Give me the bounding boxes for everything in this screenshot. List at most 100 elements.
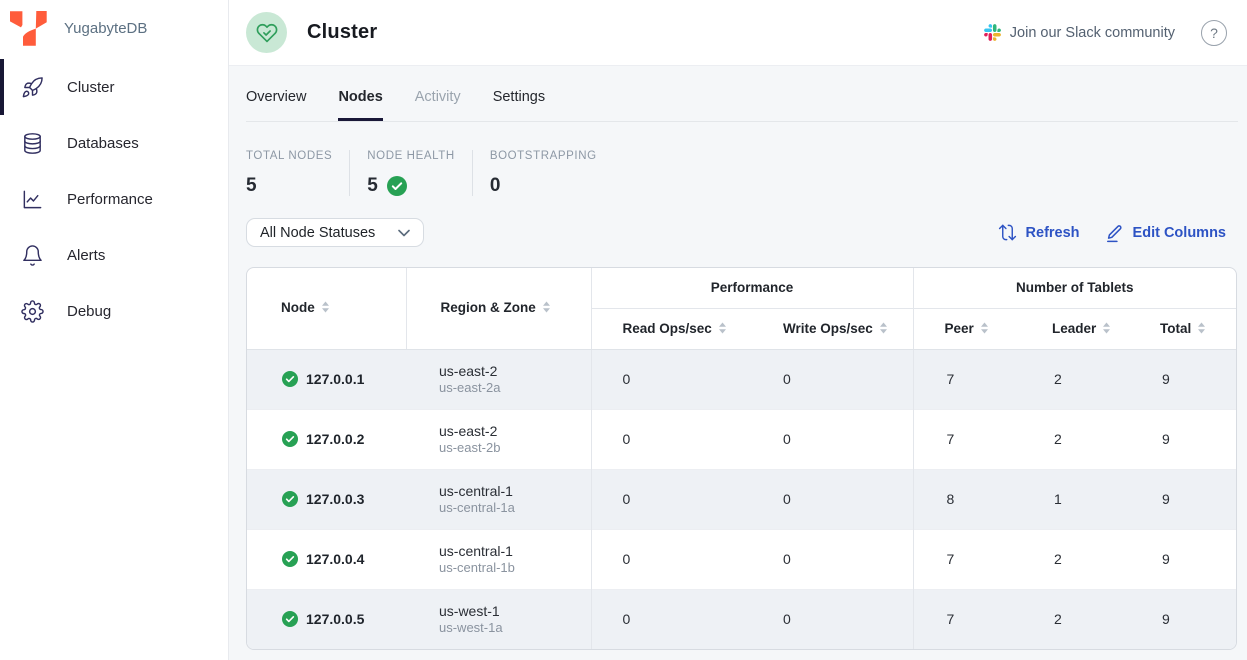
sidebar-item-debug[interactable]: Debug — [0, 283, 228, 339]
node-address: 127.0.0.5 — [306, 611, 365, 628]
content: Overview Nodes Activity Settings TOTAL N… — [229, 66, 1247, 650]
yugabytedb-logo-icon — [10, 10, 47, 46]
stat-label: NODE HEALTH — [367, 150, 455, 162]
region-label: us-central-1 — [439, 543, 513, 559]
refresh-button[interactable]: Refresh — [998, 223, 1080, 242]
node-cell: 127.0.0.4 — [247, 528, 406, 589]
help-button[interactable]: ? — [1201, 19, 1227, 46]
node-cell: 127.0.0.2 — [247, 408, 406, 469]
region-zone-cell: us-west-1 us-west-1a — [406, 588, 591, 649]
read-ops-cell: 0 — [590, 588, 752, 649]
column-header-leader[interactable]: Leader — [1021, 308, 1130, 350]
column-header-write-ops[interactable]: Write Ops/sec — [752, 308, 914, 350]
zone-label: us-east-2b — [439, 440, 501, 455]
node-address: 127.0.0.1 — [306, 371, 365, 387]
sort-icon — [718, 322, 727, 337]
region-zone-cell: us-east-2 us-east-2b — [406, 408, 591, 469]
sidebar-item-cluster[interactable]: Cluster — [0, 59, 228, 115]
edit-columns-button[interactable]: Edit Columns — [1104, 223, 1226, 243]
peer-cell: 7 — [912, 348, 1022, 409]
leader-cell: 2 — [1021, 528, 1130, 589]
peer-cell: 7 — [912, 528, 1022, 589]
node-cell: 127.0.0.3 — [247, 468, 406, 529]
heart-check-icon — [256, 23, 277, 42]
nodes-table: Node Region & Zone Performance Number of… — [246, 267, 1237, 650]
stat-bootstrapping: BOOTSTRAPPING 0 — [473, 150, 614, 196]
tab-activity[interactable]: Activity — [415, 66, 461, 121]
column-header-region-zone[interactable]: Region & Zone — [405, 268, 591, 350]
column-header-label: Total — [1160, 320, 1192, 336]
sidebar-item-label: Alerts — [67, 246, 106, 264]
edit-columns-button-label: Edit Columns — [1132, 224, 1226, 241]
slack-icon — [983, 24, 1001, 41]
slack-community-link[interactable]: Join our Slack community — [983, 24, 1175, 41]
node-status-select[interactable]: All Node Statuses — [246, 218, 424, 247]
tab-overview[interactable]: Overview — [246, 66, 306, 121]
sort-icon — [879, 322, 888, 337]
cluster-health-badge — [246, 12, 287, 53]
peer-cell: 7 — [912, 588, 1022, 649]
filter-row: All Node Statuses Refresh — [246, 218, 1238, 247]
main: Cluster Join our Slack community ? — [229, 0, 1247, 660]
stat-value: 5 — [367, 174, 378, 196]
slack-link-label: Join our Slack community — [1009, 24, 1175, 41]
column-header-node[interactable]: Node — [247, 268, 406, 350]
column-header-label: Read Ops/sec — [622, 320, 712, 336]
column-header-total[interactable]: Total — [1129, 308, 1236, 350]
column-header-peer[interactable]: Peer — [912, 308, 1022, 350]
leader-cell: 2 — [1021, 408, 1130, 469]
column-header-label: Write Ops/sec — [783, 320, 873, 336]
write-ops-cell: 0 — [752, 348, 914, 409]
table-row: 127.0.0.3 us-central-1 us-central-1a 0 0… — [247, 468, 1236, 529]
region-zone-cell: us-central-1 us-central-1b — [406, 528, 591, 589]
node-address: 127.0.0.3 — [306, 491, 365, 507]
write-ops-cell: 0 — [752, 588, 914, 649]
column-group-tablets: Number of Tablets — [912, 268, 1236, 309]
edit-pencil-icon — [1106, 224, 1122, 242]
leader-cell: 2 — [1021, 588, 1130, 649]
tab-bar: Overview Nodes Activity Settings — [246, 66, 1238, 122]
column-header-read-ops[interactable]: Read Ops/sec — [590, 308, 752, 350]
sidebar-item-alerts[interactable]: Alerts — [0, 227, 228, 283]
write-ops-cell: 0 — [752, 408, 914, 469]
stat-label: TOTAL NODES — [246, 150, 333, 162]
stat-value: 5 — [246, 174, 257, 196]
table-row: 127.0.0.5 us-west-1 us-west-1a 0 0 7 2 9 — [247, 588, 1236, 649]
total-cell: 9 — [1129, 528, 1236, 589]
healthy-status-icon — [282, 611, 298, 628]
write-ops-cell: 0 — [752, 528, 914, 589]
tab-settings[interactable]: Settings — [493, 66, 545, 121]
table-row: 127.0.0.1 us-east-2 us-east-2a 0 0 7 2 9 — [247, 348, 1236, 409]
column-group-label: Number of Tablets — [1016, 280, 1134, 296]
node-status-select-value: All Node Statuses — [260, 224, 376, 241]
region-zone-cell: us-central-1 us-central-1a — [406, 468, 591, 529]
column-group-label: Performance — [710, 280, 794, 296]
page-title: Cluster — [307, 21, 378, 43]
region-label: us-east-2 — [439, 363, 498, 379]
sidebar-item-label: Debug — [67, 302, 112, 320]
node-address: 127.0.0.2 — [306, 431, 365, 447]
stats-row: TOTAL NODES 5 NODE HEALTH 5 BOOTSTRAPPIN… — [246, 150, 1238, 196]
sidebar-item-performance[interactable]: Performance — [0, 171, 228, 227]
brand-name: YugabyteDB — [64, 19, 148, 37]
leader-cell: 1 — [1021, 468, 1130, 529]
sort-icon — [980, 322, 989, 337]
sidebar-item-label: Databases — [67, 134, 139, 152]
sidebar-item-databases[interactable]: Databases — [0, 115, 228, 171]
tab-nodes[interactable]: Nodes — [338, 66, 384, 121]
gear-icon — [20, 299, 44, 323]
stat-total-nodes: TOTAL NODES 5 — [246, 150, 351, 196]
brand[interactable]: YugabyteDB — [0, 0, 228, 56]
nodes-table-body: 127.0.0.1 us-east-2 us-east-2a 0 0 7 2 9… — [247, 348, 1236, 649]
sort-icon — [321, 301, 330, 316]
bell-icon — [20, 243, 44, 267]
table-actions: Refresh Edit Columns — [998, 223, 1226, 243]
read-ops-cell: 0 — [590, 408, 752, 469]
healthy-status-icon — [282, 491, 298, 507]
chevron-down-icon — [398, 229, 410, 236]
tab-label: Overview — [246, 89, 307, 105]
rocket-icon — [20, 75, 44, 99]
stat-node-health: NODE HEALTH 5 — [350, 150, 473, 196]
node-address: 127.0.0.4 — [306, 551, 365, 567]
healthy-status-icon — [282, 551, 298, 567]
